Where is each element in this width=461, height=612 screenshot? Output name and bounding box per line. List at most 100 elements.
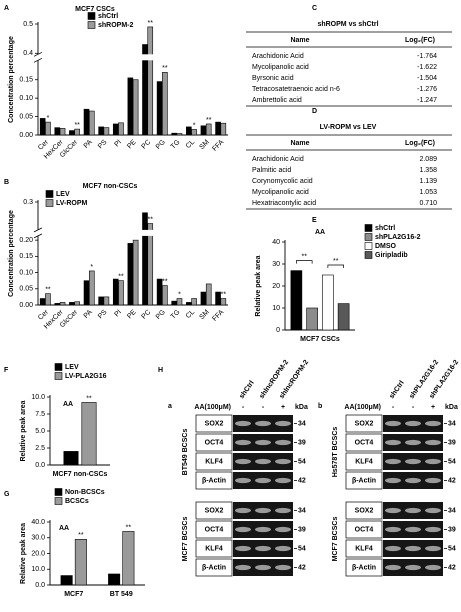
protein-label: OCT4 xyxy=(355,439,374,446)
band xyxy=(275,507,291,514)
bar xyxy=(54,127,61,136)
chart-title: MCF7 CSCs xyxy=(75,6,115,13)
x-tick-label: PS xyxy=(97,309,109,321)
table-cell: -1.276 xyxy=(417,86,437,93)
bar xyxy=(74,539,87,586)
significance: ** xyxy=(118,274,124,281)
band xyxy=(405,507,421,514)
significance: ** xyxy=(148,20,154,27)
y-tick-label: 0.15 xyxy=(19,253,33,260)
band xyxy=(255,526,271,533)
band xyxy=(235,564,251,571)
x-tick-label: PS xyxy=(97,139,109,151)
band xyxy=(275,458,291,465)
break-mark xyxy=(33,227,43,233)
table-header: Name xyxy=(290,140,309,147)
x-tick-label: TG xyxy=(170,139,182,151)
cell-label: BT549 BCSCs xyxy=(182,429,189,476)
bar xyxy=(118,122,124,136)
legend-swatch xyxy=(87,21,96,29)
bar xyxy=(132,239,139,306)
band xyxy=(385,477,401,484)
y-tick-label: 0.3 xyxy=(23,199,33,206)
significance: * xyxy=(90,264,93,271)
y-tick-label: 0.10 xyxy=(19,95,33,102)
comparison-bracket xyxy=(327,264,344,268)
band xyxy=(275,545,291,552)
protein-box xyxy=(195,520,233,539)
kda-label: 39 xyxy=(448,526,456,533)
significance: ** xyxy=(221,291,227,298)
subpanel-label: a xyxy=(168,403,172,410)
band xyxy=(255,477,271,484)
legend-label: LV-ROPM xyxy=(56,200,88,207)
lane-label: shCtrl xyxy=(238,380,255,401)
table-cell: -1.504 xyxy=(417,75,437,82)
y-tick-label: 10 xyxy=(272,305,280,312)
bar xyxy=(122,531,135,586)
x-tick-label: MCF7 xyxy=(64,591,83,598)
protein-box xyxy=(195,539,233,558)
band xyxy=(275,439,291,446)
unit-label: kDa xyxy=(445,404,458,411)
x-tick-label: FFA xyxy=(211,309,225,323)
x-tick-label: FFA xyxy=(211,139,225,153)
bar xyxy=(69,130,75,136)
band xyxy=(275,564,291,571)
comparison-label: ** xyxy=(302,253,308,260)
bar xyxy=(127,243,134,306)
band xyxy=(425,507,441,514)
kda-label: 34 xyxy=(298,507,306,514)
x-tick-label: PA xyxy=(83,139,94,150)
band xyxy=(425,564,441,571)
band xyxy=(385,545,401,552)
band xyxy=(255,439,271,446)
bar xyxy=(98,126,104,136)
bar xyxy=(322,274,334,331)
legend-swatch xyxy=(45,199,54,207)
bar xyxy=(112,123,119,136)
band xyxy=(405,477,421,484)
subpanel-label: b xyxy=(318,403,322,410)
legend-swatch xyxy=(54,363,63,371)
protein-box xyxy=(345,471,383,490)
table-header: Log₂(FC) xyxy=(405,140,435,147)
legend-swatch xyxy=(364,242,373,250)
kda-label: 39 xyxy=(298,439,306,446)
bar xyxy=(200,291,207,306)
x-tick-label: MCF7 non-CSCs xyxy=(53,471,108,478)
bar xyxy=(39,298,46,306)
protein-box xyxy=(195,471,233,490)
y-tick-label: 40 xyxy=(272,239,280,246)
protein-box xyxy=(345,433,383,452)
band xyxy=(235,545,251,552)
bar xyxy=(220,298,227,306)
table-cell: Ambrettolic acid xyxy=(252,97,302,104)
x-tick-label: PA xyxy=(83,309,94,320)
legend-swatch xyxy=(54,497,63,505)
treatment-sign: - xyxy=(412,404,415,411)
protein-box xyxy=(345,539,383,558)
unit-label: kDa xyxy=(295,404,308,411)
band xyxy=(385,526,401,533)
bar xyxy=(176,298,183,306)
table-cell: 1.358 xyxy=(419,167,437,174)
bar xyxy=(306,307,318,331)
legend-label: shCtrl xyxy=(98,13,118,20)
band xyxy=(255,564,271,571)
kda-label: 54 xyxy=(448,458,456,465)
legend-swatch xyxy=(364,224,373,232)
table-cell: Tetracosatetraenoic acid n-6 xyxy=(252,86,340,93)
legend-label: Giripladib xyxy=(375,252,408,259)
x-tick-label: SM xyxy=(198,139,210,151)
protein-label: KLF4 xyxy=(355,458,373,465)
legend-label: LEV xyxy=(65,364,79,371)
bar xyxy=(83,108,90,136)
bar xyxy=(74,128,80,136)
bar xyxy=(220,122,227,136)
y-tick-label: 30.0 xyxy=(31,535,45,542)
legend-label: shCtrl xyxy=(375,225,395,232)
table-cell: Mycolipanolic acid xyxy=(252,64,309,71)
protein-box xyxy=(195,414,233,433)
band xyxy=(255,458,271,465)
